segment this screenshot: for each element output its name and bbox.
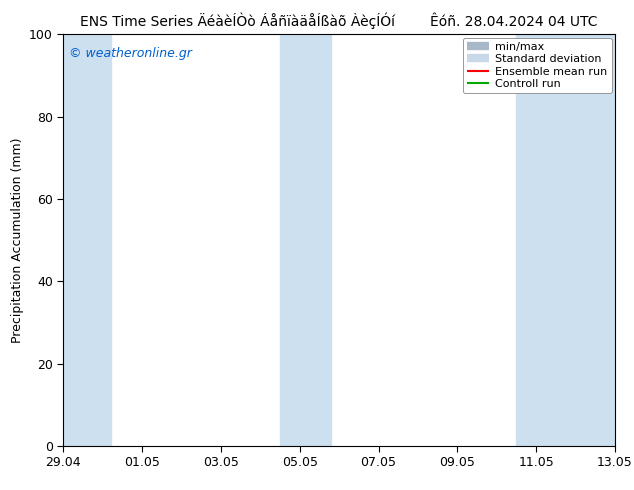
Title: ENS Time Series ÄéàèÍÒò ÁåñïàäåÍßàõ ÀèçÍÓí        Êóñ. 28.04.2024 04 UTC: ENS Time Series ÄéàèÍÒò ÁåñïàäåÍßàõ ÀèçÍ… — [81, 12, 598, 29]
Legend: min/max, Standard deviation, Ensemble mean run, Controll run: min/max, Standard deviation, Ensemble me… — [463, 38, 612, 93]
Text: © weatheronline.gr: © weatheronline.gr — [69, 47, 192, 60]
Y-axis label: Precipitation Accumulation (mm): Precipitation Accumulation (mm) — [11, 137, 23, 343]
Bar — [63, 34, 111, 446]
Bar — [280, 34, 332, 446]
Bar — [517, 34, 615, 446]
